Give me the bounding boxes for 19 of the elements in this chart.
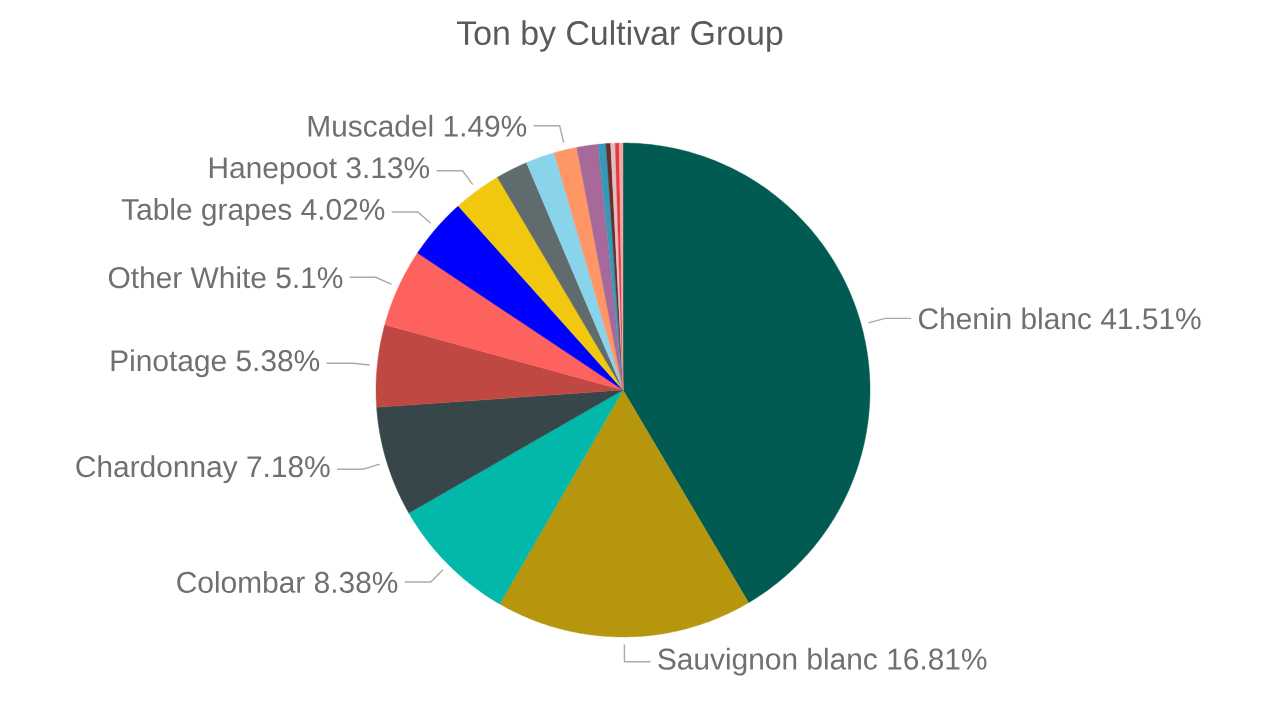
data-label: 5.38%	[236, 350, 320, 372]
data-label: 8.38%	[314, 571, 398, 593]
slice-label: Table grapes	[121, 198, 292, 226]
slice-label: Chardonnay	[76, 455, 238, 484]
data-label: 3.13%	[346, 157, 430, 179]
slice-label: Muscadel	[308, 114, 433, 137]
slice-label: Sauvignon blanc	[658, 647, 877, 676]
slice-label: Pinotage	[111, 349, 226, 378]
data-label: 4.02%	[301, 198, 385, 221]
chart-title: Ton by Cultivar Group	[456, 20, 783, 52]
slice-label: Chenin blanc	[919, 307, 1092, 330]
data-label: 41.51%	[1100, 308, 1201, 330]
slice-label: Colombar	[177, 571, 305, 593]
data-label: 5.1%	[276, 267, 343, 289]
data-label: 7.18%	[247, 456, 330, 478]
data-label: 16.81%	[888, 648, 987, 670]
slice-label: Other White	[108, 266, 266, 289]
slice-label: Hanepoot	[209, 157, 337, 185]
data-label: 1.49%	[444, 115, 527, 137]
